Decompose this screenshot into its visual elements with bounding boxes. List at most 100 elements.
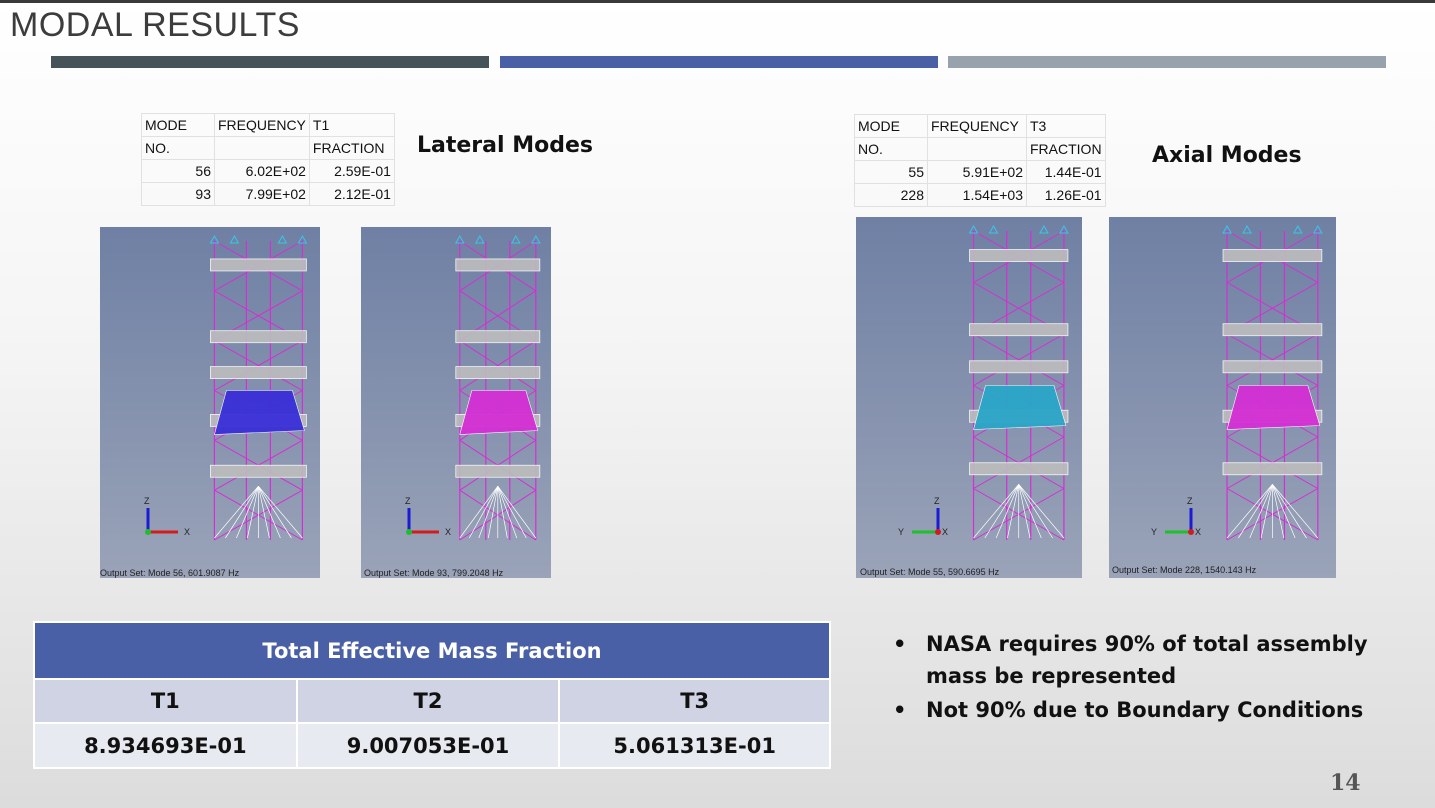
slide-title: MODAL RESULTS (10, 6, 300, 44)
mode-shape-body (459, 390, 539, 435)
axial-modes-heading: Axial Modes (1152, 143, 1302, 168)
deck-plate (455, 330, 541, 344)
lateral-modes-heading: Lateral Modes (417, 133, 593, 158)
bullet-icon: • (893, 632, 907, 656)
truss-member (973, 333, 1065, 386)
x-axis-label: X (1195, 527, 1201, 537)
y-axis-label: Y (1151, 527, 1157, 537)
support-icon (474, 234, 485, 244)
support-icon (1292, 224, 1303, 234)
support-icon (229, 234, 240, 244)
x-axis-label: X (184, 527, 190, 537)
list-item: • NASA requires 90% of total assembly mas… (888, 628, 1368, 692)
table-header-row: T1 T2 T3 (33, 678, 831, 724)
y-axis-dot (406, 529, 412, 535)
cone-strut (497, 486, 508, 539)
axial-modes-table: MODE FREQUENCY T3 NO. FRACTION 55 5.91E+… (854, 114, 1106, 207)
top-rule (0, 0, 1435, 3)
cone-strut (487, 486, 499, 539)
mass-table-title: Total Effective Mass Fraction (33, 621, 831, 680)
support-icon (1242, 224, 1252, 234)
y-axis-dot (145, 529, 151, 535)
support-icon (277, 234, 288, 244)
deck-plate (969, 323, 1069, 337)
x-axis-dot (935, 529, 941, 535)
deck-plate (210, 330, 307, 344)
cone-strut (497, 486, 518, 539)
deck-plate (969, 249, 1069, 262)
cone-strut (258, 486, 281, 539)
table-row: 56 6.02E+02 2.59E-01 (141, 159, 395, 183)
support-icon (454, 234, 465, 244)
cone-strut (258, 485, 303, 539)
bullet-icon: • (893, 698, 907, 722)
x-axis-label: X (942, 527, 948, 537)
support-icon (1312, 224, 1323, 234)
cone-strut (1272, 484, 1296, 539)
truss-model-illustration: Z Y X (898, 224, 1069, 541)
mass-fraction-table: Total Effective Mass Fraction T1 T2 T3 8… (33, 621, 831, 769)
support-icon (530, 234, 541, 244)
support-icon (1039, 224, 1049, 234)
cone-strut (1018, 484, 1042, 539)
cone-strut (468, 486, 499, 539)
cone-strut (1018, 484, 1053, 539)
cone-strut (1018, 484, 1031, 539)
deck-plate (1222, 360, 1323, 374)
support-icon (510, 234, 521, 244)
table-row: 93 7.99E+02 2.12E-01 (141, 182, 395, 206)
fem-caption: Output Set: Mode 55, 590.6695 Hz (860, 567, 1000, 577)
cone-strut (1272, 484, 1285, 539)
mode-shape-body (1226, 385, 1321, 430)
table-header-row: MODE FREQUENCY T3 (854, 114, 1106, 138)
lateral-modes-table: MODE FREQUENCY T1 NO. FRACTION 56 6.02E+… (141, 113, 395, 206)
cone-strut (497, 485, 537, 539)
deck-plate (1222, 462, 1323, 476)
cone-strut (497, 486, 527, 539)
table-row: 55 5.91E+02 1.44E-01 (854, 160, 1106, 184)
z-axis-label: Z (934, 496, 940, 506)
mode-shape-body (973, 385, 1067, 430)
truss-member (459, 340, 537, 391)
cone-strut (214, 485, 259, 539)
deck-plate (210, 366, 307, 379)
support-icon (988, 224, 999, 234)
cone-strut (973, 484, 1019, 539)
fem-caption: Output Set: Mode 56, 601.9087 Hz (100, 568, 240, 578)
deck-plate (969, 360, 1069, 374)
fem-image-mode-55: Z Y X Output Set: Mode 55, 590.6695 Hz (856, 217, 1082, 578)
deck-plate (455, 258, 541, 272)
cone-strut (1272, 484, 1319, 539)
truss-model-illustration: ZX (144, 234, 308, 541)
truss-model-illustration: ZX (405, 234, 541, 541)
page-number: 14 (1330, 770, 1361, 796)
deck-plate (210, 464, 307, 478)
cone-strut (258, 486, 270, 539)
support-icon (297, 234, 308, 244)
fem-caption: Output Set: Mode 93, 799.2048 Hz (364, 568, 504, 578)
cone-strut (236, 486, 259, 539)
cone-strut (1272, 484, 1307, 539)
fem-image-mode-228: Z Y X Output Set: Mode 228, 1540.143 Hz (1109, 217, 1336, 578)
accent-bar-dark (51, 56, 489, 68)
z-axis-label: Z (405, 496, 411, 506)
z-axis-label: Z (1187, 496, 1193, 506)
cone-strut (1226, 484, 1273, 539)
bullet-list: • NASA requires 90% of total assembly mas… (888, 628, 1368, 728)
cone-strut (1249, 484, 1273, 539)
cone-strut (1238, 484, 1273, 539)
table-row: 228 1.54E+03 1.26E-01 (854, 183, 1106, 207)
accent-bar-gray (948, 56, 1386, 68)
cone-strut (984, 484, 1020, 539)
support-icon (1059, 224, 1069, 234)
truss-member (1226, 333, 1319, 386)
cone-strut (459, 485, 499, 539)
x-axis-dot (1188, 529, 1194, 535)
cone-strut (1018, 484, 1065, 539)
table-header-row: MODE FREQUENCY T1 (141, 113, 395, 137)
cone-strut (258, 485, 292, 539)
deck-plate (210, 258, 307, 272)
x-axis-label: X (445, 527, 451, 537)
deck-plate (1222, 323, 1323, 337)
